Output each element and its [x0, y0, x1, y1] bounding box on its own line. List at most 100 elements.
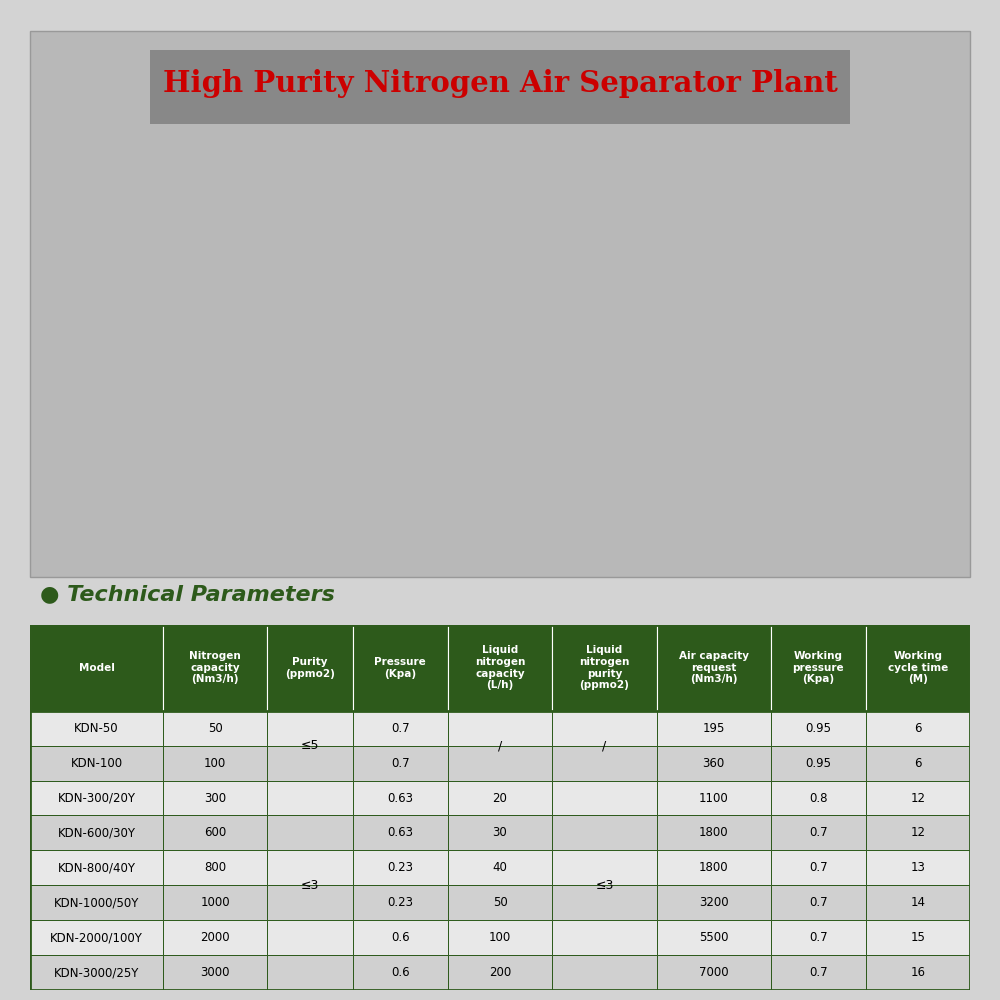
FancyBboxPatch shape	[448, 711, 552, 746]
Text: 50: 50	[493, 896, 507, 909]
FancyBboxPatch shape	[552, 625, 657, 711]
Text: Model: Model	[79, 663, 114, 673]
FancyBboxPatch shape	[552, 711, 657, 746]
FancyBboxPatch shape	[866, 885, 970, 920]
FancyBboxPatch shape	[657, 781, 771, 815]
Text: 300: 300	[204, 792, 226, 805]
FancyBboxPatch shape	[552, 746, 657, 781]
FancyBboxPatch shape	[771, 920, 866, 955]
Text: 0.7: 0.7	[391, 757, 410, 770]
FancyBboxPatch shape	[771, 711, 866, 746]
Text: KDN-100: KDN-100	[70, 757, 123, 770]
Text: 100: 100	[489, 931, 511, 944]
FancyBboxPatch shape	[267, 885, 353, 920]
Text: KDN-300/20Y: KDN-300/20Y	[57, 792, 135, 805]
Text: 0.7: 0.7	[809, 896, 827, 909]
FancyBboxPatch shape	[552, 850, 657, 885]
FancyBboxPatch shape	[30, 31, 970, 577]
FancyBboxPatch shape	[657, 920, 771, 955]
FancyBboxPatch shape	[771, 625, 866, 711]
FancyBboxPatch shape	[771, 815, 866, 850]
Text: Pressure
(Kpa): Pressure (Kpa)	[374, 657, 426, 679]
FancyBboxPatch shape	[163, 955, 267, 990]
Text: 200: 200	[489, 966, 511, 979]
Text: 3200: 3200	[699, 896, 728, 909]
Text: Working
pressure
(Kpa): Working pressure (Kpa)	[792, 651, 844, 684]
FancyBboxPatch shape	[657, 955, 771, 990]
FancyBboxPatch shape	[657, 815, 771, 850]
FancyBboxPatch shape	[163, 885, 267, 920]
Text: 16: 16	[910, 966, 925, 979]
Text: 1800: 1800	[699, 826, 728, 839]
FancyBboxPatch shape	[552, 955, 657, 990]
FancyBboxPatch shape	[267, 711, 353, 746]
FancyBboxPatch shape	[267, 781, 353, 815]
Text: High Purity Nitrogen Air Separator Plant: High Purity Nitrogen Air Separator Plant	[163, 69, 837, 98]
Text: 0.7: 0.7	[809, 966, 827, 979]
Text: 7000: 7000	[699, 966, 728, 979]
Text: 195: 195	[702, 722, 725, 735]
FancyBboxPatch shape	[552, 815, 657, 850]
FancyBboxPatch shape	[353, 815, 448, 850]
FancyBboxPatch shape	[448, 955, 552, 990]
FancyBboxPatch shape	[30, 781, 163, 815]
Text: KDN-1000/50Y: KDN-1000/50Y	[54, 896, 139, 909]
FancyBboxPatch shape	[150, 50, 850, 124]
Text: Working
cycle time
(M): Working cycle time (M)	[888, 651, 948, 684]
FancyBboxPatch shape	[267, 746, 353, 781]
Text: 30: 30	[493, 826, 507, 839]
FancyBboxPatch shape	[30, 920, 163, 955]
FancyBboxPatch shape	[552, 885, 657, 920]
FancyBboxPatch shape	[30, 711, 163, 746]
FancyBboxPatch shape	[866, 955, 970, 990]
Text: 5500: 5500	[699, 931, 728, 944]
FancyBboxPatch shape	[353, 625, 448, 711]
FancyBboxPatch shape	[30, 815, 163, 850]
Text: KDN-800/40Y: KDN-800/40Y	[57, 861, 135, 874]
Text: 800: 800	[204, 861, 226, 874]
Text: ≤3: ≤3	[595, 879, 614, 892]
FancyBboxPatch shape	[866, 850, 970, 885]
FancyBboxPatch shape	[163, 815, 267, 850]
Text: 1800: 1800	[699, 861, 728, 874]
FancyBboxPatch shape	[163, 625, 267, 711]
FancyBboxPatch shape	[866, 781, 970, 815]
Text: 2000: 2000	[200, 931, 230, 944]
Text: ● Technical Parameters: ● Technical Parameters	[40, 584, 335, 604]
FancyBboxPatch shape	[163, 781, 267, 815]
FancyBboxPatch shape	[552, 781, 657, 815]
FancyBboxPatch shape	[353, 850, 448, 885]
Text: 600: 600	[204, 826, 226, 839]
Text: 0.95: 0.95	[805, 722, 831, 735]
FancyBboxPatch shape	[552, 920, 657, 955]
Text: /: /	[602, 739, 607, 752]
FancyBboxPatch shape	[353, 781, 448, 815]
FancyBboxPatch shape	[448, 920, 552, 955]
Text: 40: 40	[493, 861, 507, 874]
FancyBboxPatch shape	[163, 850, 267, 885]
FancyBboxPatch shape	[163, 711, 267, 746]
FancyBboxPatch shape	[353, 920, 448, 955]
Text: 3000: 3000	[200, 966, 230, 979]
Text: 0.6: 0.6	[391, 966, 410, 979]
Text: 1000: 1000	[200, 896, 230, 909]
Text: 0.7: 0.7	[809, 861, 827, 874]
Text: ≤3: ≤3	[301, 879, 319, 892]
FancyBboxPatch shape	[657, 711, 771, 746]
FancyBboxPatch shape	[267, 955, 353, 990]
FancyBboxPatch shape	[448, 885, 552, 920]
Text: KDN-2000/100Y: KDN-2000/100Y	[50, 931, 143, 944]
FancyBboxPatch shape	[353, 885, 448, 920]
Text: KDN-3000/25Y: KDN-3000/25Y	[54, 966, 139, 979]
FancyBboxPatch shape	[771, 885, 866, 920]
FancyBboxPatch shape	[657, 850, 771, 885]
FancyBboxPatch shape	[163, 746, 267, 781]
Text: 50: 50	[208, 722, 223, 735]
FancyBboxPatch shape	[353, 711, 448, 746]
FancyBboxPatch shape	[30, 885, 163, 920]
FancyBboxPatch shape	[30, 955, 163, 990]
FancyBboxPatch shape	[866, 746, 970, 781]
FancyBboxPatch shape	[448, 625, 552, 711]
Text: 6: 6	[914, 757, 922, 770]
FancyBboxPatch shape	[267, 850, 353, 885]
